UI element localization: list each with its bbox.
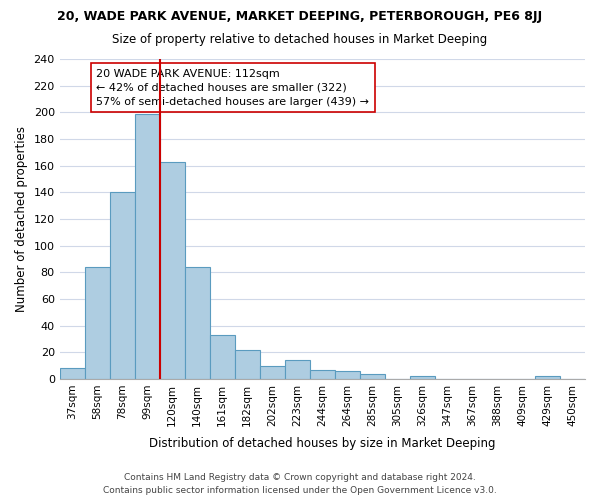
Bar: [110, 192, 135, 379]
Bar: [260, 366, 285, 379]
Bar: [235, 350, 260, 379]
Bar: [285, 360, 310, 379]
Bar: [85, 267, 110, 379]
Y-axis label: Number of detached properties: Number of detached properties: [15, 126, 28, 312]
Bar: [210, 335, 235, 379]
Bar: [410, 376, 435, 379]
Bar: [135, 114, 160, 379]
Bar: [535, 376, 560, 379]
Text: Contains HM Land Registry data © Crown copyright and database right 2024.
Contai: Contains HM Land Registry data © Crown c…: [103, 474, 497, 495]
Text: 20, WADE PARK AVENUE, MARKET DEEPING, PETERBOROUGH, PE6 8JJ: 20, WADE PARK AVENUE, MARKET DEEPING, PE…: [58, 10, 542, 23]
Bar: [310, 370, 335, 379]
X-axis label: Distribution of detached houses by size in Market Deeping: Distribution of detached houses by size …: [149, 437, 496, 450]
Text: 20 WADE PARK AVENUE: 112sqm
← 42% of detached houses are smaller (322)
57% of se: 20 WADE PARK AVENUE: 112sqm ← 42% of det…: [97, 68, 370, 106]
Bar: [360, 374, 385, 379]
Text: Size of property relative to detached houses in Market Deeping: Size of property relative to detached ho…: [112, 32, 488, 46]
Bar: [185, 267, 210, 379]
Bar: [160, 162, 185, 379]
Bar: [59, 368, 85, 379]
Bar: [335, 371, 360, 379]
